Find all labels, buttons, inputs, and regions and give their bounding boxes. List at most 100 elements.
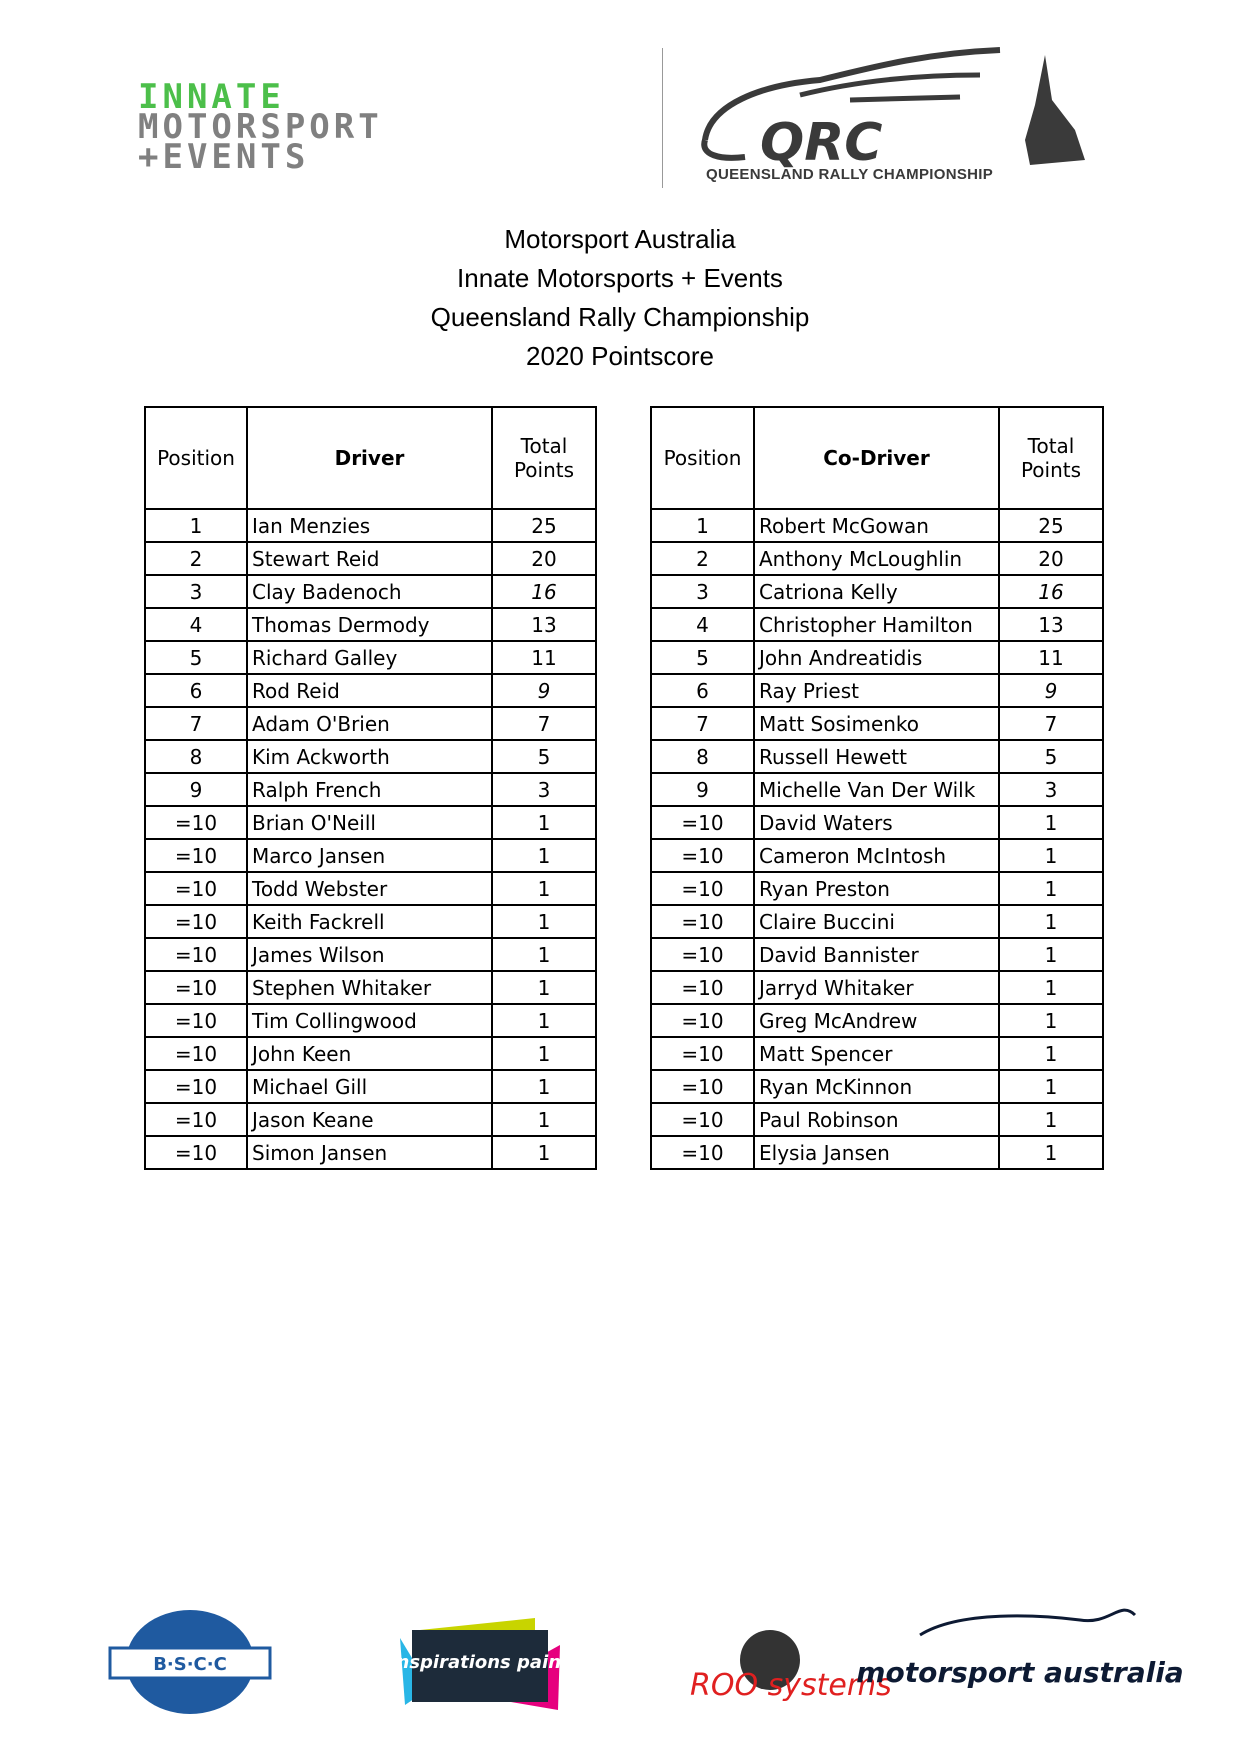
header-total-points: Total Points xyxy=(491,406,597,510)
driver-table: Position Driver Total Points 1 Ian Menzie… xyxy=(144,406,597,1170)
cell-name: Kim Ackworth xyxy=(246,739,493,774)
table-row: 9 Ralph French 3 xyxy=(144,772,597,807)
qrc-subtitle: QUEENSLAND RALLY CHAMPIONSHIP xyxy=(706,166,994,183)
table-row: =10 Jason Keane 1 xyxy=(144,1102,597,1137)
cell-position: =10 xyxy=(144,838,248,873)
table-row: =10 Claire Buccini 1 xyxy=(650,904,1104,939)
cell-position: =10 xyxy=(650,1036,755,1071)
cell-name: Ian Menzies xyxy=(246,508,493,543)
table-row: 8 Russell Hewett 5 xyxy=(650,739,1104,774)
cell-points: 13 xyxy=(491,607,597,642)
table-row: =10 Elysia Jansen 1 xyxy=(650,1135,1104,1170)
cell-name: Simon Jansen xyxy=(246,1135,493,1170)
cell-name: John Andreatidis xyxy=(753,640,1000,675)
cell-name: Russell Hewett xyxy=(753,739,1000,774)
header-total-points: Total Points xyxy=(998,406,1104,510)
table-row: =10 James Wilson 1 xyxy=(144,937,597,972)
cell-position: 4 xyxy=(144,607,248,642)
cell-position: =10 xyxy=(650,1135,755,1170)
cell-points: 1 xyxy=(998,1003,1104,1038)
cell-points: 1 xyxy=(491,1003,597,1038)
cell-name: Robert McGowan xyxy=(753,508,1000,543)
cell-name: Ray Priest xyxy=(753,673,1000,708)
cell-position: 6 xyxy=(650,673,755,708)
cell-position: =10 xyxy=(144,1135,248,1170)
cell-points: 1 xyxy=(998,970,1104,1005)
header-driver: Driver xyxy=(246,406,493,510)
cell-name: Elysia Jansen xyxy=(753,1135,1000,1170)
cell-position: =10 xyxy=(650,838,755,873)
cell-points: 7 xyxy=(491,706,597,741)
table-row: =10 Cameron McIntosh 1 xyxy=(650,838,1104,873)
motorsport-australia-logo: motorsport australia xyxy=(856,1608,1184,1689)
table-row: 1 Robert McGowan 25 xyxy=(650,508,1104,543)
table-row: =10 Stephen Whitaker 1 xyxy=(144,970,597,1005)
table-row: 3 Clay Badenoch 16 xyxy=(144,574,597,609)
cell-position: 3 xyxy=(144,574,248,609)
cell-position: =10 xyxy=(650,1069,755,1104)
cell-position: =10 xyxy=(650,937,755,972)
cell-points: 3 xyxy=(491,772,597,807)
cell-position: =10 xyxy=(144,937,248,972)
cell-name: Claire Buccini xyxy=(753,904,1000,939)
cell-position: 2 xyxy=(144,541,248,576)
cell-points: 1 xyxy=(491,937,597,972)
cell-points: 1 xyxy=(491,970,597,1005)
cell-name: Jason Keane xyxy=(246,1102,493,1137)
cell-points: 9 xyxy=(998,673,1104,708)
table-row: 9 Michelle Van Der Wilk 3 xyxy=(650,772,1104,807)
innate-logo-line: MOTORSPORT xyxy=(138,107,383,147)
motorsport-text: motorsport australia xyxy=(856,1656,1183,1689)
cell-points: 1 xyxy=(998,1069,1104,1104)
qrc-mark: QRC xyxy=(760,113,882,173)
roo-text: ROO systems xyxy=(690,1668,892,1703)
cell-name: Brian O'Neill xyxy=(246,805,493,840)
sponsor-logos: B·S·C·C inspirations paint ROO systems m… xyxy=(108,1608,1184,1714)
cell-position: 5 xyxy=(650,640,755,675)
cell-position: =10 xyxy=(144,1069,248,1104)
cell-position: 5 xyxy=(144,640,248,675)
cell-points: 13 xyxy=(998,607,1104,642)
cell-name: Adam O'Brien xyxy=(246,706,493,741)
codriver-table: Position Co-Driver Total Points 1 Robert … xyxy=(650,406,1104,1170)
cell-name: David Bannister xyxy=(753,937,1000,972)
cell-position: 8 xyxy=(650,739,755,774)
cell-position: 4 xyxy=(650,607,755,642)
bscc-text: B·S·C·C xyxy=(153,1654,227,1675)
table-row: 3 Catriona Kelly 16 xyxy=(650,574,1104,609)
table-row: =10 Ryan Preston 1 xyxy=(650,871,1104,906)
cell-points: 16 xyxy=(491,574,597,609)
cell-points: 1 xyxy=(998,838,1104,873)
cell-name: Rod Reid xyxy=(246,673,493,708)
cell-points: 1 xyxy=(491,904,597,939)
table-row: =10 Matt Spencer 1 xyxy=(650,1036,1104,1071)
table-row: 5 Richard Galley 11 xyxy=(144,640,597,675)
cell-name: James Wilson xyxy=(246,937,493,972)
cell-name: Ryan McKinnon xyxy=(753,1069,1000,1104)
cell-position: =10 xyxy=(144,805,248,840)
cell-name: Paul Robinson xyxy=(753,1102,1000,1137)
inspirations-text: inspirations paint xyxy=(390,1652,571,1673)
cell-points: 1 xyxy=(998,937,1104,972)
table-row: 2 Anthony McLoughlin 20 xyxy=(650,541,1104,576)
table-row: =10 Keith Fackrell 1 xyxy=(144,904,597,939)
cell-points: 11 xyxy=(491,640,597,675)
cell-points: 1 xyxy=(998,904,1104,939)
cell-name: Marco Jansen xyxy=(246,838,493,873)
cell-points: 1 xyxy=(491,805,597,840)
table-row: 4 Christopher Hamilton 13 xyxy=(650,607,1104,642)
table-row: 7 Adam O'Brien 7 xyxy=(144,706,597,741)
cell-name: Michael Gill xyxy=(246,1069,493,1104)
cell-name: Anthony McLoughlin xyxy=(753,541,1000,576)
cell-position: =10 xyxy=(650,970,755,1005)
logo-divider xyxy=(662,48,663,188)
cell-position: 3 xyxy=(650,574,755,609)
table-row: =10 Marco Jansen 1 xyxy=(144,838,597,873)
cell-name: Keith Fackrell xyxy=(246,904,493,939)
cell-name: Matt Spencer xyxy=(753,1036,1000,1071)
cell-name: Stewart Reid xyxy=(246,541,493,576)
cell-points: 9 xyxy=(491,673,597,708)
cell-name: Cameron McIntosh xyxy=(753,838,1000,873)
title-line: Motorsport Australia xyxy=(504,224,736,254)
cell-points: 1 xyxy=(998,1036,1104,1071)
